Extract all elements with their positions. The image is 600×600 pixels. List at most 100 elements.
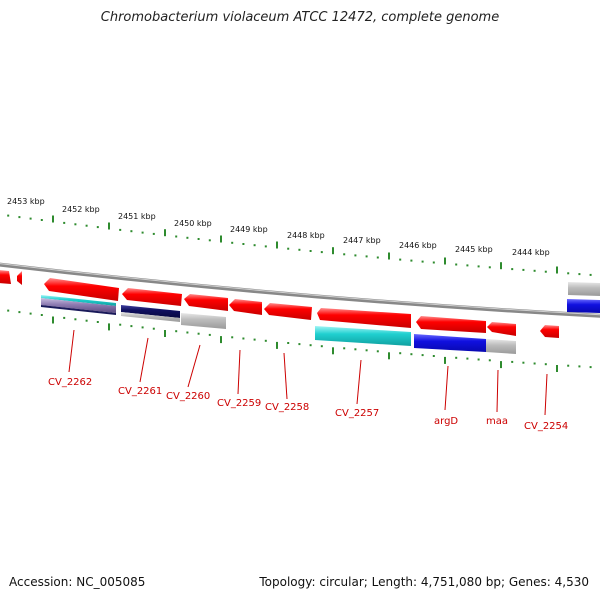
scale-label: 2444 kbp (512, 248, 550, 257)
minor-tick (74, 318, 77, 321)
gene-arrow-cv2254[interactable] (540, 325, 559, 338)
minor-tick (511, 268, 514, 271)
minor-tick (399, 352, 402, 355)
major-tick (164, 330, 166, 337)
minor-tick (343, 253, 346, 256)
feature-gray-cv2261[interactable] (121, 312, 180, 322)
minor-tick (85, 224, 88, 227)
minor-tick (141, 231, 144, 234)
feature-blue-argd[interactable] (414, 334, 486, 352)
major-tick (500, 361, 502, 369)
minor-tick (365, 255, 368, 258)
gene-label-cv2262[interactable]: CV_2262 (48, 377, 92, 388)
minor-tick (522, 361, 525, 364)
minor-tick (455, 356, 458, 359)
minor-tick (74, 223, 77, 226)
gene-label-maa[interactable]: maa (486, 416, 508, 427)
minor-tick (130, 325, 133, 328)
minor-tick (287, 342, 290, 344)
minor-tick (18, 216, 21, 219)
scale-label: 2453 kbp (7, 197, 45, 206)
scale-label: 2449 kbp (230, 225, 268, 234)
minor-tick (264, 245, 267, 248)
genome-backbone-highlight (0, 263, 600, 316)
major-tick (388, 352, 390, 360)
major-tick (556, 365, 558, 372)
feature-navy[interactable] (41, 305, 116, 315)
outer-scale-ticks (7, 214, 592, 276)
gene-arrow-cv2259[interactable] (229, 299, 262, 315)
gene-arrow[interactable] (0, 270, 11, 284)
major-tick (332, 247, 334, 255)
minor-tick (589, 273, 592, 276)
minor-tick (533, 362, 536, 365)
minor-tick (7, 309, 10, 312)
feature-gray-right[interactable] (568, 282, 600, 296)
leader-line (356, 359, 362, 405)
major-tick (52, 215, 54, 223)
scale-label: 2450 kbp (174, 219, 212, 228)
minor-tick (29, 312, 32, 315)
minor-tick (40, 219, 43, 221)
major-tick (220, 336, 222, 344)
gene-label-cv2259[interactable]: CV_2259 (217, 398, 261, 409)
minor-tick (242, 243, 245, 245)
minor-tick (7, 214, 10, 217)
minor-tick (578, 365, 581, 368)
gene-label-cv2258[interactable]: CV_2258 (265, 402, 309, 413)
minor-tick (578, 273, 581, 276)
gene-label-leaders (68, 329, 548, 416)
minor-tick (253, 338, 256, 341)
minor-tick (208, 239, 211, 242)
minor-tick (119, 228, 122, 231)
major-tick (332, 347, 334, 355)
gene-label-argd[interactable]: argD (434, 416, 458, 427)
minor-tick (455, 263, 458, 266)
gene-label-cv2261[interactable]: CV_2261 (118, 386, 162, 397)
gene-arrow-cv2262[interactable] (44, 278, 119, 301)
minor-tick (231, 336, 234, 339)
gene-arrow-cv2261[interactable] (122, 288, 182, 306)
minor-tick (477, 265, 480, 268)
minor-tick (410, 259, 413, 262)
minor-tick (544, 270, 547, 273)
minor-tick (40, 314, 43, 316)
gene-arrow-cv2257[interactable] (317, 308, 411, 328)
minor-tick (18, 311, 21, 314)
minor-tick (365, 349, 368, 352)
feature-gray-cv2260[interactable] (181, 313, 226, 329)
minor-tick (343, 347, 346, 350)
feature-cyan-cv2257[interactable] (315, 326, 411, 346)
gene-arrow-maa[interactable] (487, 322, 516, 336)
minor-tick (298, 248, 301, 251)
scale-label: 2451 kbp (118, 212, 156, 221)
gene-label-cv2260[interactable]: CV_2260 (166, 391, 210, 402)
minor-tick (152, 232, 155, 235)
gene-arrow[interactable] (17, 271, 22, 285)
feature-blue-right[interactable] (567, 299, 600, 313)
feature-purple[interactable] (41, 298, 116, 313)
minor-tick (410, 353, 413, 356)
major-tick (500, 262, 502, 270)
leader-line (544, 373, 548, 416)
feature-gray-argd[interactable] (486, 339, 516, 354)
scale-label: 2448 kbp (287, 231, 325, 240)
scale-labels: 2453 kbp 2452 kbp 2451 kbp 2450 kbp 2449… (7, 197, 550, 257)
minor-tick (231, 241, 234, 244)
gene-label-cv2257[interactable]: CV_2257 (335, 408, 379, 419)
feature-cyan[interactable] (41, 295, 116, 306)
minor-tick (376, 256, 379, 259)
gene-arrow-cv2260[interactable] (184, 294, 228, 311)
gene-arrow-cv2258[interactable] (264, 303, 312, 320)
feature-navy-cv2261[interactable] (121, 305, 180, 318)
minor-tick (376, 350, 379, 353)
feature-track (41, 295, 516, 354)
minor-tick (63, 316, 66, 319)
accession-text: Accession: NC_005085 (9, 575, 146, 589)
minor-tick (175, 235, 178, 238)
gene-arrow-argd[interactable] (416, 316, 486, 333)
gene-labels: CV_2262 CV_2261 CV_2260 CV_2259 CV_2258 … (48, 377, 568, 432)
gene-label-cv2254[interactable]: CV_2254 (524, 421, 568, 432)
minor-tick (130, 230, 133, 233)
